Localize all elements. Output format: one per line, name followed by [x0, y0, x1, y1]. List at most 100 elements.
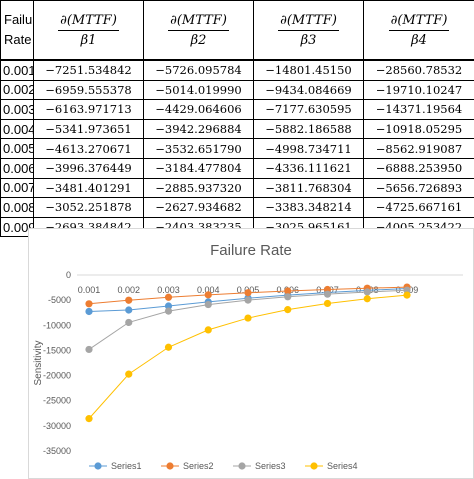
sensitivity-cell: −4725.667161: [363, 197, 474, 218]
sensitivity-cell: −5882.186588: [253, 118, 364, 140]
failure-rate-cell: 0.005: [0, 138, 34, 159]
legend-marker: [166, 462, 174, 470]
y-tick-label: -20000: [43, 371, 71, 381]
table-row: 0.001 −7251.534842 −5726.095784 −14801.4515…: [0, 59, 474, 81]
y-tick-label: -30000: [43, 421, 71, 431]
sensitivity-cell: −14371.19564: [363, 99, 474, 120]
failure-rate-cell: 0.007: [0, 177, 34, 199]
beta2-numerator: ∂(MTTF): [168, 13, 229, 31]
sensitivity-cell: −4998.734711: [253, 138, 364, 159]
data-point: [85, 345, 93, 354]
data-point: [125, 318, 133, 327]
data-point: [85, 307, 93, 316]
failure-rate-cell: 0.008: [0, 197, 34, 218]
legend-marker: [238, 462, 246, 470]
sensitivity-cell: −7177.630595: [253, 99, 364, 120]
beta2-header: ∂(MTTF) β2: [143, 0, 254, 61]
y-tick-label: 0: [66, 270, 71, 280]
x-tick-label: 0.003: [157, 285, 180, 295]
failure-rate-cell: 0.001: [0, 59, 34, 81]
legend-marker: [94, 462, 102, 470]
sensitivity-cell: −14801.45150: [253, 59, 364, 81]
failure-rate-cell: 0.004: [0, 118, 34, 140]
legend-label: Series2: [183, 461, 214, 471]
data-point: [284, 287, 292, 295]
sensitivity-cell: −28560.78532: [363, 59, 474, 81]
sensitivity-cell: −10918.05295: [363, 118, 474, 140]
chart-title: Failure Rate: [210, 242, 292, 259]
data-point: [323, 290, 332, 298]
legend-label: Series3: [255, 461, 286, 471]
sensitivity-cell: −7251.534842: [33, 59, 144, 81]
legend-marker: [310, 462, 318, 470]
data-point: [363, 295, 371, 303]
table-row: 0.005 −4613.270671 −3532.651790 −4998.73471…: [0, 138, 474, 159]
legend-label: Series4: [327, 461, 358, 471]
table-row: 0.004 −5341.973651 −3942.296884 −5882.18658…: [0, 118, 474, 140]
data-point: [164, 302, 173, 310]
failure-rate-cell: 0.009: [0, 216, 34, 238]
y-tick-label: -25000: [43, 396, 71, 406]
table-header-row: Failure Rate ∂(MTTF)β1 ∂(MTTF)β2 ∂(MTTF)…: [0, 0, 474, 61]
sensitivity-cell: −3811.768304: [253, 177, 364, 199]
failure-rate-cell: 0.003: [0, 99, 34, 120]
legend-label: Series1: [111, 461, 142, 471]
data-point: [244, 289, 252, 297]
data-point: [85, 415, 93, 423]
beta1-header: ∂(MTTF) β1: [33, 0, 144, 61]
beta3-denominator: β3: [300, 32, 317, 48]
sensitivity-cell: −5014.019990: [143, 79, 254, 101]
table-row: 0.007 −3481.401291 −2885.937320 −3811.76830…: [0, 177, 474, 199]
sensitivity-cell: −6888.253950: [363, 157, 474, 179]
beta3-numerator: ∂(MTTF): [278, 13, 339, 31]
sensitivity-cell: −4429.064606: [143, 99, 254, 120]
sensitivity-cell: −9434.084669: [253, 79, 364, 101]
sensitivity-cell: −5726.095784: [143, 59, 254, 81]
chart-panel: Failure Rate 0 -5000 -10000 -15000 -20000 -250…: [28, 228, 474, 479]
data-point: [244, 314, 252, 322]
data-point: [85, 300, 93, 308]
data-point: [403, 291, 411, 299]
data-point: [164, 293, 173, 301]
sensitivity-cell: −3996.376449: [33, 157, 144, 179]
y-tick-label: -15000: [43, 345, 71, 355]
failure-rate-header: Failure Rate: [0, 0, 34, 61]
y-tick-label: -5000: [48, 295, 71, 305]
sensitivity-cell: −6163.971713: [33, 99, 144, 120]
y-axis-title: Sensitivity: [33, 340, 44, 385]
sensitivity-cell: −2885.937320: [143, 177, 254, 199]
sensitivity-cell: −6959.555378: [33, 79, 144, 101]
sensitivity-cell: −4613.270671: [33, 138, 144, 159]
data-point: [403, 286, 411, 294]
series-line: [88, 294, 408, 419]
data-point: [284, 293, 292, 301]
beta3-header: ∂(MTTF) β3: [253, 0, 364, 61]
x-tick-label: 0.002: [117, 285, 140, 295]
sensitivity-cell: −2627.934682: [143, 197, 254, 218]
sensitivity-cell: −3532.651790: [143, 138, 254, 159]
x-tick-label: 0.001: [78, 285, 101, 295]
table-row: 0.008 −3052.251878 −2627.934682 −3383.34821…: [0, 197, 474, 218]
beta4-numerator: ∂(MTTF): [388, 13, 450, 31]
data-point: [125, 296, 133, 304]
failure-rate-cell: 0.002: [0, 79, 34, 101]
beta4-denominator: β4: [411, 32, 427, 48]
beta2-denominator: β2: [190, 32, 207, 48]
data-point: [363, 288, 371, 296]
sensitivity-cell: −3942.296884: [143, 118, 254, 140]
sensitivity-cell: −3184.477804: [143, 157, 254, 179]
sensitivity-table: Failure Rate ∂(MTTF)β1 ∂(MTTF)β2 ∂(MTTF)…: [0, 0, 474, 238]
beta1-denominator: β1: [80, 32, 97, 48]
sensitivity-cell: −8562.919087: [363, 138, 474, 159]
data-point: [323, 299, 332, 308]
data-point: [244, 296, 252, 304]
sensitivity-cell: −3481.401291: [33, 177, 144, 199]
y-tick-label: -10000: [43, 320, 71, 330]
y-tick-label: -35000: [43, 446, 71, 456]
sensitivity-line-chart: Failure Rate 0 -5000 -10000 -15000 -20000 -250…: [33, 242, 463, 471]
data-point: [204, 291, 212, 299]
data-point: [164, 307, 173, 315]
data-point: [204, 326, 212, 334]
beta4-header: ∂(MTTF) β4: [363, 0, 474, 61]
header-line1: Failure: [4, 12, 33, 27]
